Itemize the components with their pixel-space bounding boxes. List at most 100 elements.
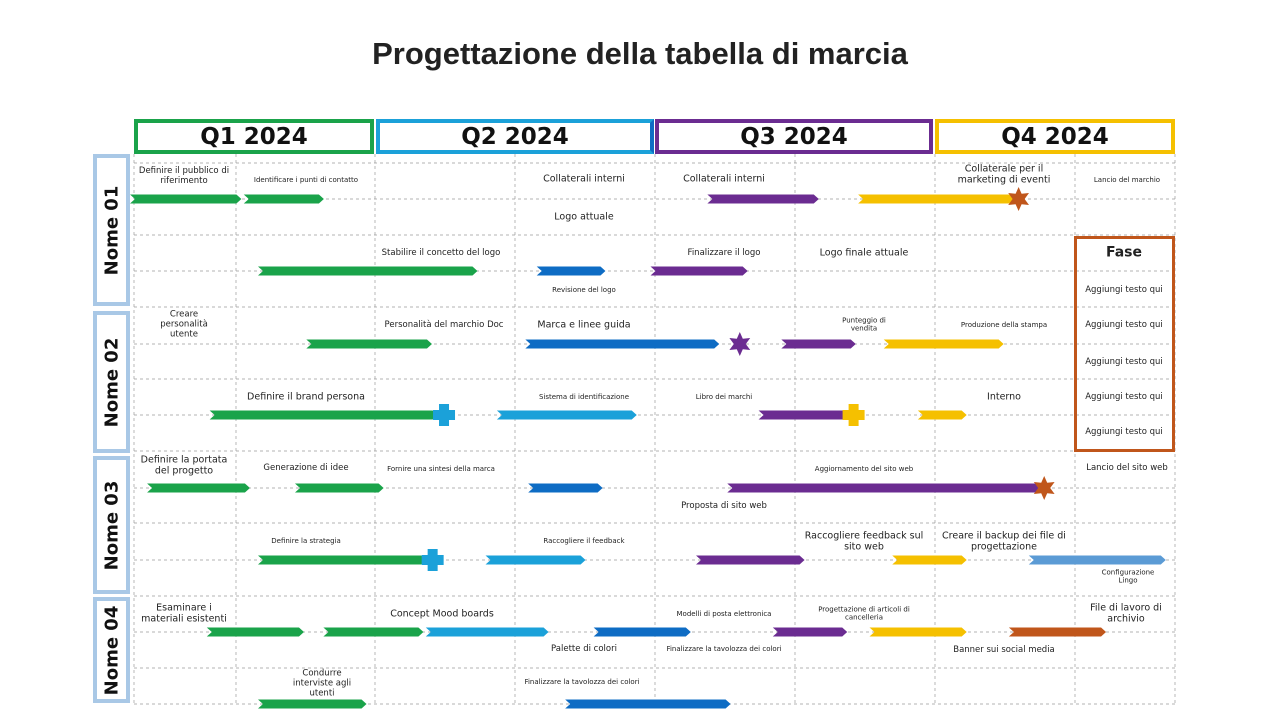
task-bar <box>130 194 242 204</box>
task-label: Libro dei marchi <box>695 392 753 401</box>
row-label-nome-02: Nome 02 <box>93 311 130 453</box>
task-label: File di lavoro di archivio <box>1090 602 1162 625</box>
task-label: Progettazione di articoli di cancelleria <box>818 605 910 622</box>
task-bar <box>883 339 1004 349</box>
task-bar <box>243 194 324 204</box>
task-label: Banner sui social media <box>953 644 1055 655</box>
row-label-nome-01: Nome 01 <box>93 154 130 306</box>
task-bar <box>1028 555 1166 565</box>
task-bar <box>758 410 851 420</box>
task-bar <box>892 555 967 565</box>
task-label: Fornire una sintesi della marca <box>387 464 495 473</box>
task-label: Definire la strategia <box>271 536 341 545</box>
phase-box <box>1074 236 1175 452</box>
row-label-nome-03: Nome 03 <box>93 456 130 594</box>
task-label: Punteggio di vendita <box>842 316 886 333</box>
phase-item: Aggiungi testo qui <box>1085 284 1163 295</box>
milestone-star-icon <box>1008 187 1029 211</box>
phase-item: Aggiungi testo qui <box>1085 319 1163 330</box>
phase-item: Aggiungi testo qui <box>1085 391 1163 402</box>
task-bar <box>781 339 856 349</box>
task-label: Esaminare i materiali esistenti <box>141 602 227 625</box>
task-bar <box>565 699 731 709</box>
task-label: Collaterali interni <box>683 173 765 185</box>
task-bar <box>257 555 427 565</box>
task-label: Raccogliere il feedback <box>543 536 625 545</box>
task-label: Interno <box>987 391 1021 403</box>
milestone-cross-icon <box>842 404 865 426</box>
task-label: Collaterale per il marketing di eventi <box>957 163 1051 186</box>
task-bar <box>323 627 424 637</box>
quarter-label: Q1 2024 <box>200 124 308 150</box>
milestone-cross-icon <box>421 549 444 571</box>
task-bar <box>294 483 384 493</box>
task-label: Proposta di sito web <box>681 500 767 511</box>
quarter-label: Q2 2024 <box>461 124 569 150</box>
phase-item: Aggiungi testo qui <box>1085 426 1163 437</box>
task-bar <box>650 266 748 276</box>
task-bar <box>257 266 478 276</box>
task-label: Lancio del sito web <box>1086 462 1168 473</box>
task-label: Palette di colori <box>551 643 617 654</box>
task-label: Modelli di posta elettronica <box>676 609 772 618</box>
phase-title: Fase <box>1105 244 1143 261</box>
task-label: Finalizzare la tavolozza dei colori <box>524 677 640 686</box>
task-label: Produzione della stampa <box>960 320 1048 329</box>
task-bar <box>425 627 549 637</box>
task-bar <box>206 627 304 637</box>
task-label: Sistema di identificazione <box>538 392 630 401</box>
task-label: Logo attuale <box>554 211 614 223</box>
task-label: Definire il brand persona <box>247 391 365 403</box>
task-bar <box>917 410 967 420</box>
task-bar <box>593 627 691 637</box>
quarter-label: Q3 2024 <box>740 124 848 150</box>
task-label: Generazione di idee <box>263 462 349 473</box>
quarter-label: Q4 2024 <box>1001 124 1109 150</box>
task-label: Finalizzare la tavolozza dei colori <box>666 644 782 653</box>
task-label: Marca e linee guida <box>537 319 631 331</box>
task-bar <box>306 339 432 349</box>
quarter-header-q2: Q2 2024 <box>376 119 654 154</box>
task-label: Collaterali interni <box>543 173 625 185</box>
quarter-header-q1: Q1 2024 <box>134 119 374 154</box>
task-label: Revisione del logo <box>552 285 616 294</box>
task-label: Identificare i punti di contatto <box>253 175 359 184</box>
task-bar <box>869 627 967 637</box>
task-bar <box>209 410 438 420</box>
task-label: Personalità del marchio Doc <box>384 319 504 330</box>
phase-item: Aggiungi testo qui <box>1085 356 1163 367</box>
task-bar <box>147 483 250 493</box>
task-label: Definire il pubblico di riferimento <box>138 165 230 186</box>
task-label: Creare il backup dei file di progettazio… <box>942 530 1066 553</box>
task-bar <box>528 483 603 493</box>
task-label: Finalizzare il logo <box>687 247 761 258</box>
task-label: Raccogliere feedback sul sito web <box>804 530 924 553</box>
task-bar <box>525 339 720 349</box>
task-bar <box>858 194 1016 204</box>
quarter-header-q4: Q4 2024 <box>935 119 1175 154</box>
task-bar <box>1008 627 1107 637</box>
task-bar <box>772 627 848 637</box>
task-label: Logo finale attuale <box>819 247 909 259</box>
milestone-cross-icon <box>433 404 456 426</box>
task-label: Creare personalità utente <box>160 309 208 341</box>
task-label: Configurazione Lingo <box>1101 568 1155 585</box>
task-label: Aggiornamento del sito web <box>814 464 914 473</box>
task-bar <box>707 194 819 204</box>
quarter-header-q3: Q3 2024 <box>655 119 933 154</box>
task-bar <box>696 555 805 565</box>
task-label: Concept Mood boards <box>390 608 494 620</box>
milestone-star-icon <box>1033 476 1055 500</box>
task-bar <box>536 266 606 276</box>
task-bar <box>496 410 637 420</box>
task-label: Condurre interviste agli utenti <box>292 668 352 700</box>
task-label: Stabilire il concetto del logo <box>381 247 501 258</box>
row-label-nome-04: Nome 04 <box>93 597 130 703</box>
task-label: Lancio del marchio <box>1093 175 1161 184</box>
task-bar <box>727 483 1044 493</box>
task-bar <box>257 699 367 709</box>
page-title: Progettazione della tabella di marcia <box>372 36 908 71</box>
milestone-star-icon <box>729 332 751 356</box>
task-bar <box>485 555 586 565</box>
